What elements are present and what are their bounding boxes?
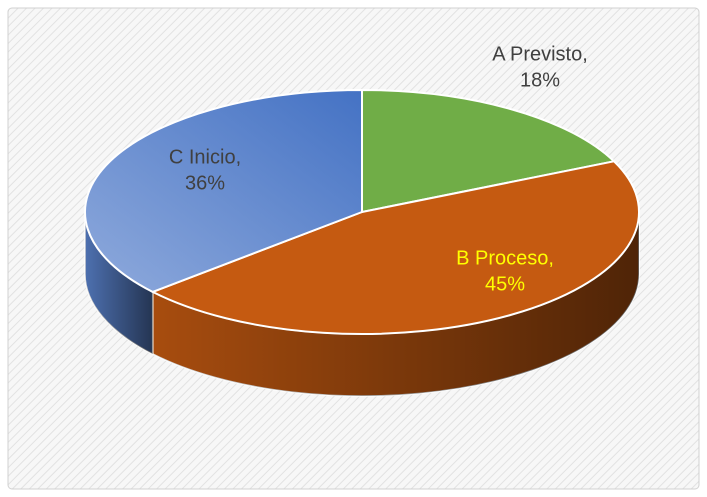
slice: [150, 160, 640, 335]
data-label-category: B Proceso,: [456, 247, 554, 269]
slice: [84, 88, 363, 293]
slice-side-shade: [85, 212, 153, 354]
data-label-value: 45%: [485, 273, 525, 295]
slice: [361, 88, 617, 214]
data-label-category: C Inicio,: [169, 146, 241, 168]
data-label-value: 36%: [185, 172, 225, 194]
data-label-value: 18%: [520, 69, 560, 91]
pie: A Previsto, 18% B Proceso, 45% C Inicio, 36%: [84, 43, 640, 397]
slice-side-shade: [152, 212, 640, 396]
data-label-category: A Previsto,: [492, 43, 588, 65]
